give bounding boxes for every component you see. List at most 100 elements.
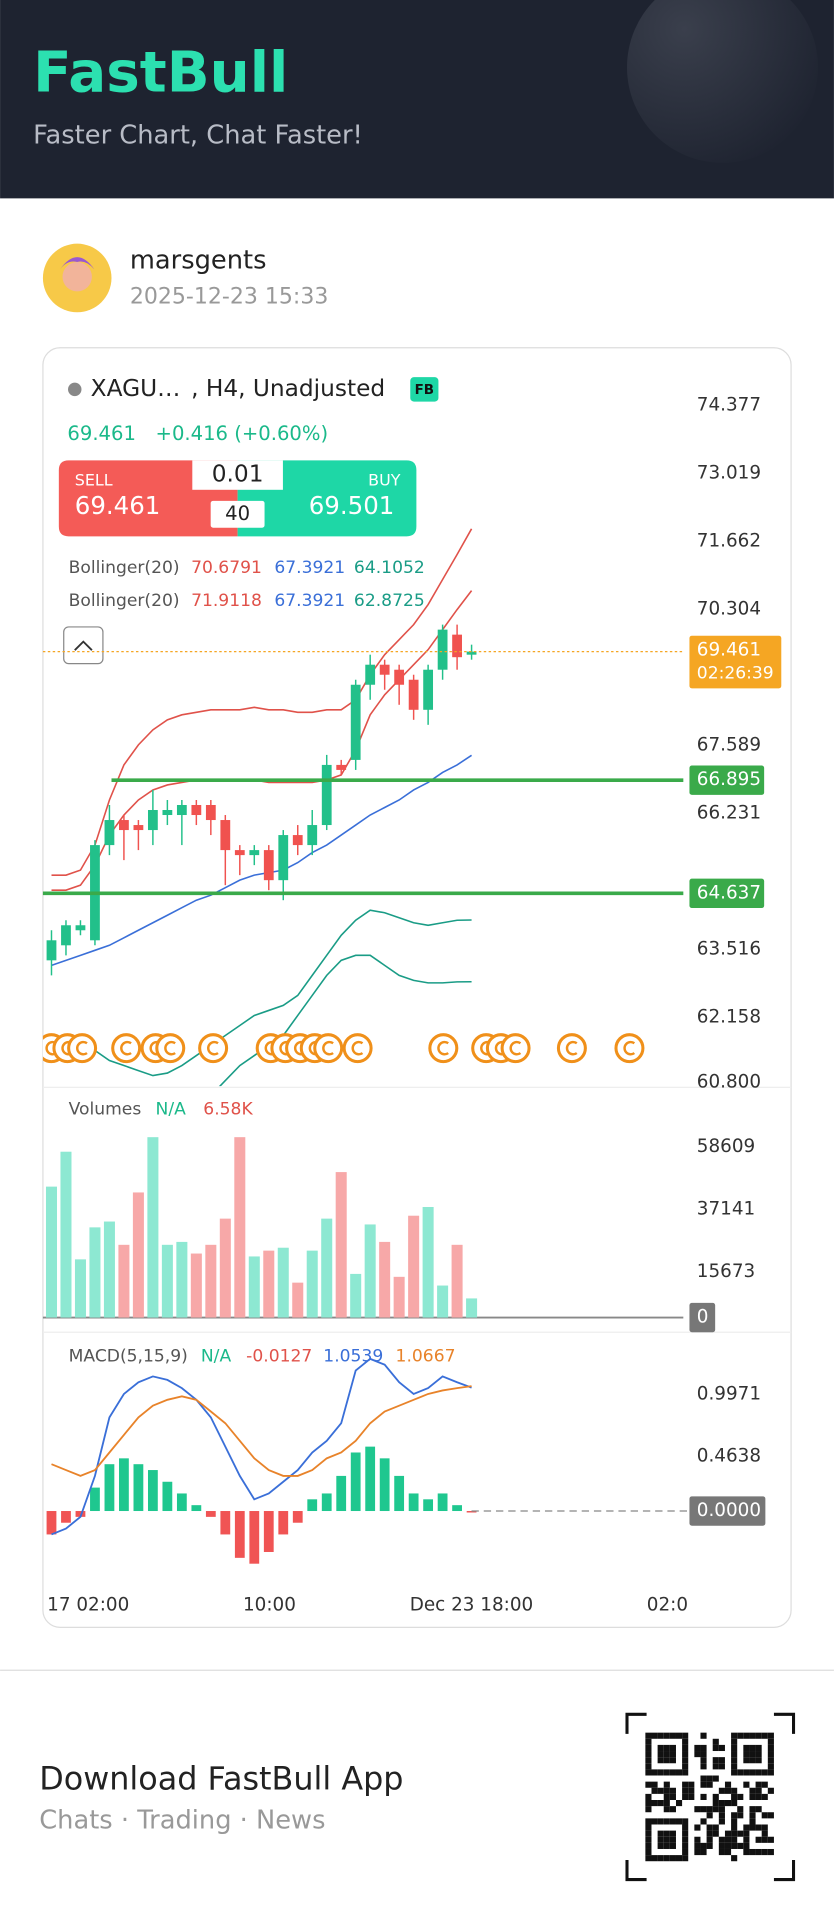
- event-marker: [313, 1033, 344, 1064]
- macd-bar: [176, 1493, 187, 1512]
- candle-body: [394, 669, 405, 685]
- qr-module: [706, 1781, 713, 1788]
- qr-module: [761, 1824, 768, 1831]
- macd-hist-value: -0.0127: [246, 1347, 312, 1367]
- event-marker: [428, 1033, 459, 1064]
- y-tick-label: 0.4638: [697, 1446, 761, 1467]
- qr-module: [663, 1769, 670, 1776]
- qr-module: [767, 1836, 774, 1843]
- candle-body: [336, 764, 347, 770]
- candle-body: [119, 820, 129, 831]
- volume-bar: [379, 1241, 391, 1318]
- volume-bar: [161, 1244, 173, 1318]
- qr-module: [669, 1793, 676, 1800]
- qr-module: [651, 1855, 658, 1862]
- qr-module: [755, 1787, 762, 1794]
- qr-module: [688, 1793, 695, 1800]
- qr-module: [663, 1787, 670, 1794]
- event-icon: [45, 1040, 58, 1056]
- symbol-info: , H4, Unadjusted: [191, 375, 385, 402]
- candle-body: [365, 664, 376, 685]
- symbol[interactable]: XAGU…: [91, 375, 181, 402]
- qr-module: [651, 1800, 658, 1807]
- candle-body: [379, 664, 390, 675]
- event-icon: [322, 1040, 334, 1056]
- qr-module: [682, 1732, 689, 1739]
- pane-title: MACD(5,15,9): [69, 1347, 188, 1367]
- candle-body: [61, 925, 71, 946]
- qr-module: [663, 1806, 670, 1813]
- footer-subtitle: Chats · Trading · News: [39, 1805, 325, 1835]
- volume-bar: [103, 1221, 115, 1318]
- y-tick-label: 37141: [697, 1198, 755, 1219]
- buy-price: 69.501: [309, 491, 395, 520]
- y-tick-label: 74.377: [697, 394, 761, 415]
- qr-module: [731, 1751, 738, 1758]
- qr-module: [737, 1806, 744, 1813]
- qr-code[interactable]: [645, 1732, 774, 1862]
- volume-bar: [437, 1285, 449, 1318]
- post-time: 2025-12-23 15:33: [130, 285, 329, 310]
- qr-module: [682, 1751, 689, 1758]
- qr-module: [718, 1744, 725, 1752]
- qr-module: [669, 1732, 676, 1739]
- pane-status: N/A: [156, 1099, 187, 1119]
- qr-module: [737, 1769, 744, 1776]
- qr-module: [743, 1842, 750, 1849]
- qr-module: [755, 1824, 762, 1831]
- qr-module: [767, 1763, 774, 1770]
- qr-module: [706, 1842, 713, 1849]
- event-marker: [155, 1033, 186, 1064]
- qr-module: [682, 1781, 689, 1788]
- qr-module: [682, 1793, 689, 1800]
- qr-module: [645, 1806, 652, 1813]
- volume-label: 6.58K: [203, 1099, 253, 1119]
- candle-body: [104, 820, 115, 846]
- qr-module: [731, 1830, 738, 1837]
- volume-bar: [321, 1218, 333, 1318]
- volume-bar: [451, 1244, 463, 1318]
- qr-module: [761, 1848, 768, 1856]
- qr-module: [718, 1787, 725, 1794]
- macd-bar: [437, 1493, 448, 1512]
- candle-body: [321, 764, 332, 826]
- macd-bar: [466, 1511, 477, 1513]
- qr-module: [663, 1830, 670, 1837]
- qr-module: [700, 1848, 707, 1856]
- qr-module: [755, 1769, 762, 1776]
- candle-body: [191, 805, 202, 816]
- qr-module: [743, 1781, 750, 1788]
- qr-module: [724, 1836, 732, 1843]
- qr-module: [663, 1757, 670, 1764]
- qr-module: [731, 1732, 738, 1739]
- qr-module: [700, 1744, 707, 1752]
- y-tick-label: 70.304: [697, 598, 761, 619]
- qr-module: [669, 1751, 676, 1758]
- qr-module: [682, 1855, 689, 1862]
- qr-module: [651, 1781, 658, 1788]
- qr-module: [651, 1787, 658, 1794]
- buy-label: BUY: [368, 471, 401, 490]
- volume-bar: [335, 1172, 347, 1318]
- qr-module: [718, 1848, 725, 1856]
- zero-tag: [689, 1302, 716, 1333]
- macd-bar: [162, 1481, 173, 1512]
- qr-module: [657, 1744, 664, 1752]
- qr-module: [645, 1793, 652, 1800]
- qr-module: [657, 1769, 664, 1776]
- qr-module: [700, 1757, 707, 1764]
- qr-module: [657, 1800, 664, 1807]
- qr-module: [761, 1793, 768, 1800]
- qr-module: [731, 1787, 738, 1794]
- qr-module: [767, 1744, 774, 1752]
- username[interactable]: marsgents: [130, 245, 267, 275]
- qr-module: [718, 1842, 725, 1849]
- qr-module: [645, 1800, 652, 1807]
- collapse-button[interactable]: [63, 626, 104, 665]
- qr-module: [731, 1836, 738, 1843]
- price-change: +0.416 (+0.60%): [156, 422, 329, 445]
- macd-bar: [220, 1511, 231, 1535]
- qty-box[interactable]: [192, 460, 283, 490]
- macd-bar: [75, 1511, 86, 1517]
